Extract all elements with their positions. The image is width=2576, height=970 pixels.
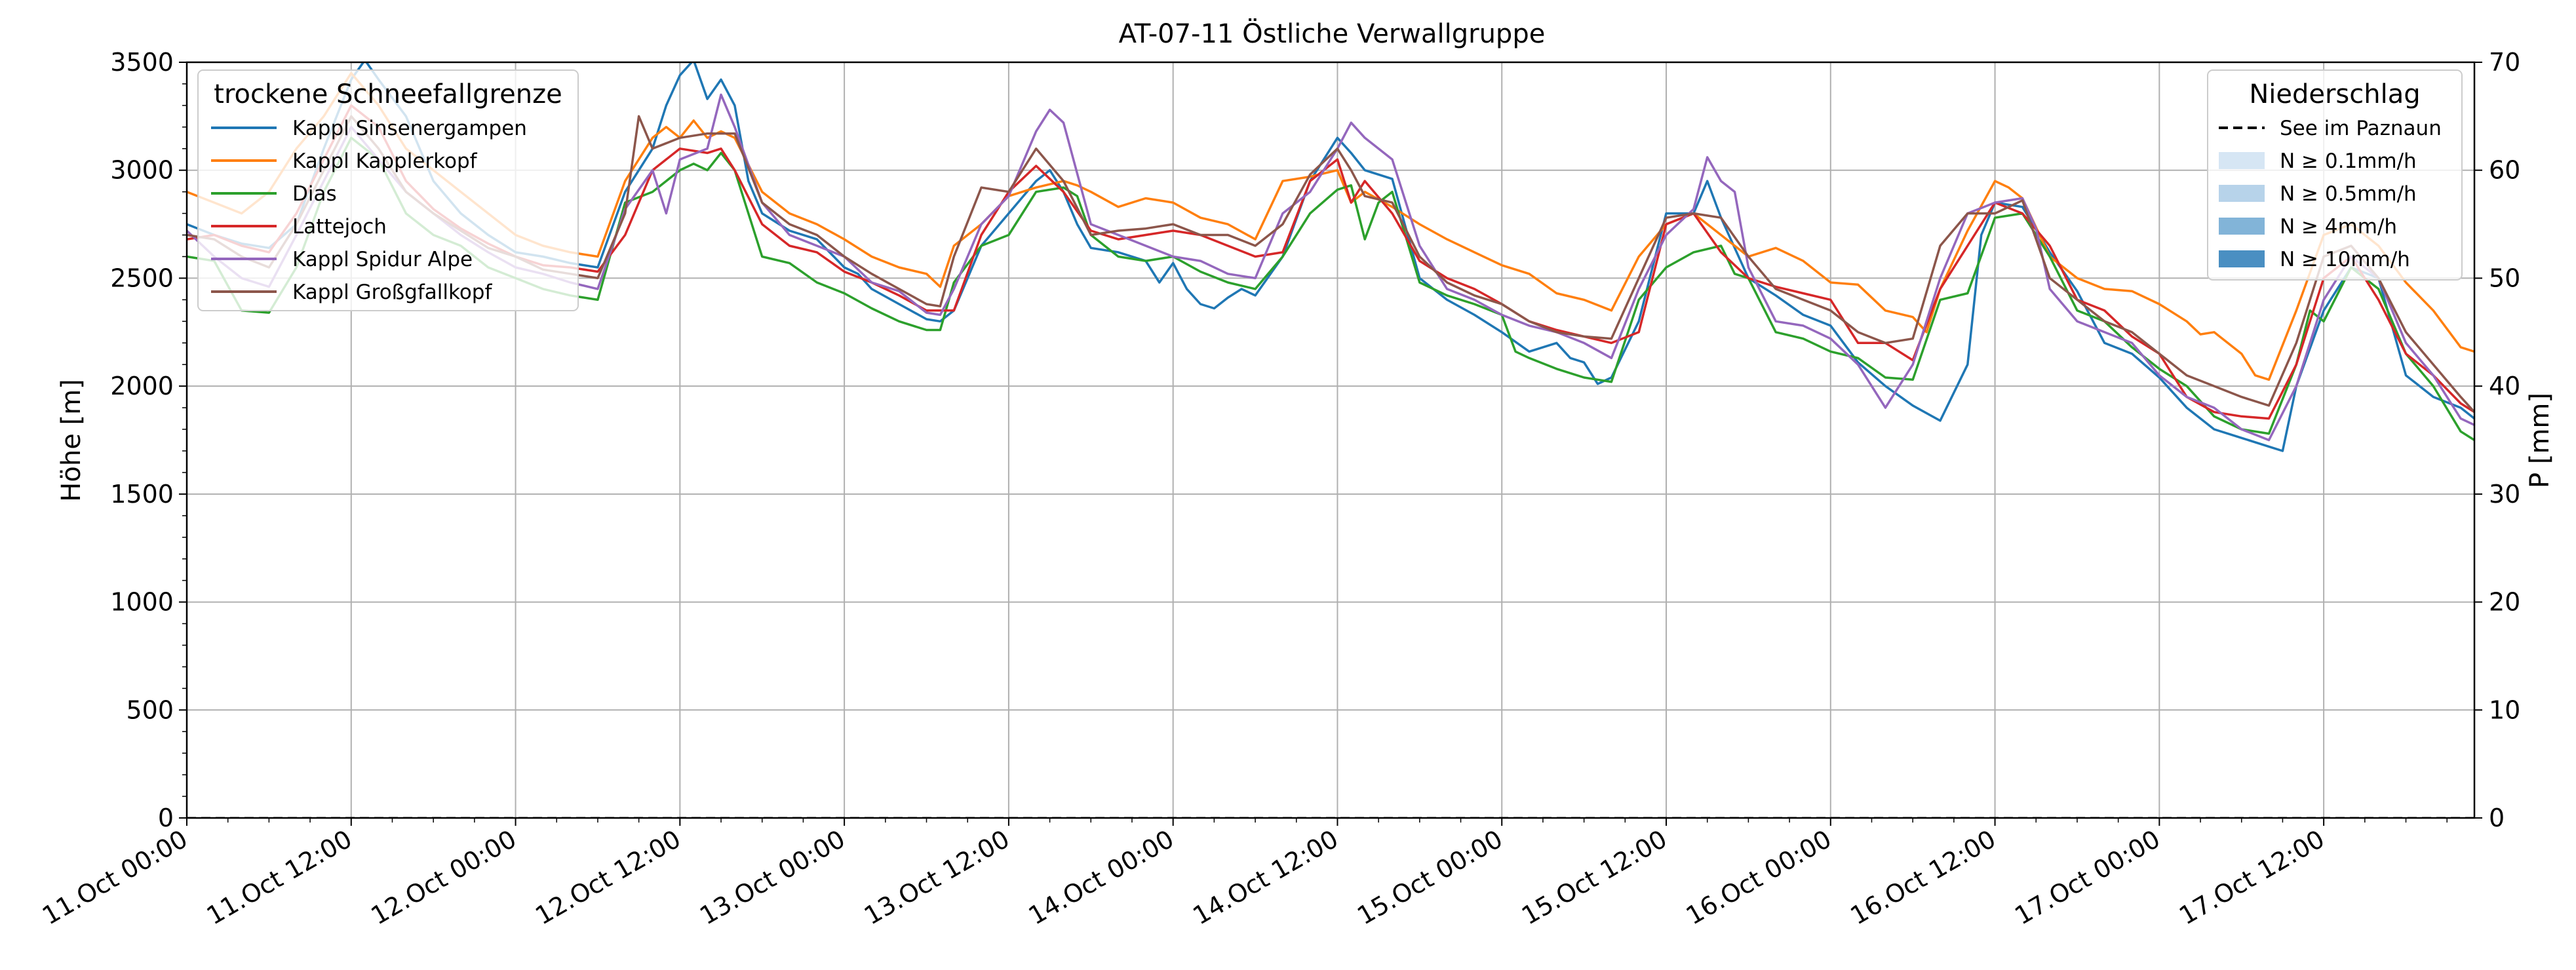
chart-title: AT-07-11 Östliche Verwallgruppe: [1119, 18, 1546, 49]
series-line-kappl-gro-gfallkopf: [187, 115, 2474, 413]
series-line-kappl-kapplerkopf: [187, 71, 2474, 381]
y-tick-label: 2000: [110, 372, 174, 400]
legend-label: Kappl Sinsenergampen: [292, 117, 527, 140]
series-line-dias: [187, 136, 2474, 441]
legend-label: N ≥ 0.1mm/h: [2280, 149, 2417, 173]
legend-label: Kappl Kapplerkopf: [292, 149, 478, 173]
legend-swatch: [2219, 218, 2265, 235]
legend-label: Kappl Spidur Alpe: [292, 248, 473, 271]
legend-snowline-title: trockene Schneefallgrenze: [214, 79, 562, 109]
legend-precipitation: Niederschlag See im Paznaun N ≥ 0.1mm/h N …: [2207, 69, 2463, 281]
y-tick-label: 3000: [110, 156, 174, 185]
legend-label: Lattejoch: [292, 215, 387, 239]
legend-swatch: [2219, 185, 2265, 202]
legend-label: See im Paznaun: [2280, 117, 2442, 140]
y2-axis-label: P [mm]: [2525, 393, 2555, 488]
legend-swatch: [2219, 152, 2265, 169]
y2-tick-label: 10: [2489, 695, 2520, 724]
legend-snowline: trockene Schneefallgrenze Kappl Sinsener…: [197, 69, 579, 311]
series-lines: [187, 62, 2474, 452]
legend-label: Dias: [292, 182, 337, 206]
series-line-lattejoch: [187, 104, 2474, 420]
y-tick-label: 0: [158, 804, 174, 832]
legend-precipitation-title: Niederschlag: [2249, 79, 2420, 109]
y2-tick-label: 60: [2489, 156, 2520, 185]
y-tick-label: 3500: [110, 48, 174, 77]
y2-tick-label: 20: [2489, 588, 2520, 617]
y-tick-label: 1000: [110, 588, 174, 617]
y-tick-label: 1500: [110, 480, 174, 509]
y2-tick-label: 0: [2489, 804, 2505, 832]
y-axis-left: 0 500 1000 1500 2000 2500 3000 3500: [110, 48, 187, 832]
legend-precipitation-frame: [2207, 69, 2463, 281]
legend-label: N ≥ 10mm/h: [2280, 248, 2410, 271]
y2-tick-label: 50: [2489, 263, 2520, 292]
y2-tick-label: 40: [2489, 372, 2520, 400]
y-tick-label: 2500: [110, 263, 174, 292]
legend-label: N ≥ 4mm/h: [2280, 215, 2397, 239]
y-tick-label: 500: [126, 695, 174, 724]
y-axis-label: Höhe [m]: [56, 379, 87, 501]
plot-frame: [185, 61, 2476, 819]
legend-label: N ≥ 0.5mm/h: [2280, 182, 2417, 206]
y2-tick-label: 30: [2489, 480, 2520, 509]
y2-tick-label: 70: [2489, 48, 2520, 77]
legend-snowline-frame: [197, 69, 579, 311]
y-axis-right: 0 10 20 30 40 50 60 70: [2474, 48, 2520, 832]
legend-swatch: [2219, 250, 2265, 267]
legend-label: Kappl Großgfallkopf: [292, 281, 492, 304]
